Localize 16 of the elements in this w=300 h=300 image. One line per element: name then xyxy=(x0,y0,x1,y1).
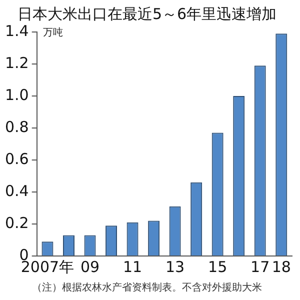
x-tick-label: 11 xyxy=(122,258,142,276)
x-tick-label: 17 xyxy=(250,258,270,276)
y-axis-title: 万吨 xyxy=(42,26,63,39)
y-tick-label: 0.6 xyxy=(4,150,29,168)
y-tick-label: 0.2 xyxy=(4,214,29,232)
x-tick-label: 15 xyxy=(208,258,228,276)
x-tick-label: 18 xyxy=(272,258,291,276)
y-tick-label: 0.8 xyxy=(4,118,29,136)
text: （注）根据农林水产省资料制表。不含对外援助大米 xyxy=(32,282,262,294)
x-tick-label: 13 xyxy=(166,258,185,276)
chart-title: 日本大米出口在最近5～6年里迅速增加 xyxy=(17,4,277,23)
y-tick-label: 1.2 xyxy=(4,54,29,72)
y-tick-label: 1.0 xyxy=(4,86,29,104)
y-tick-label: 0.4 xyxy=(4,182,29,200)
y-tick-label: 1.4 xyxy=(4,22,29,40)
x-tick-label: 09 xyxy=(80,258,100,276)
